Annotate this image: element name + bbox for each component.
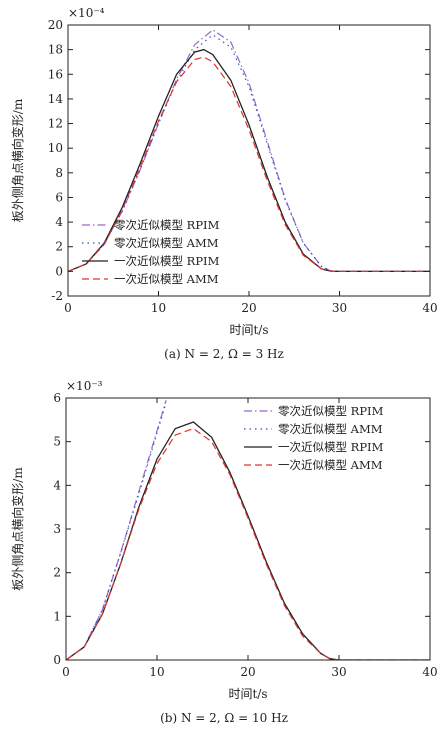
y-tick-label: 0 — [53, 653, 61, 667]
plot-frame — [65, 397, 431, 661]
series-line-4 — [68, 56, 430, 272]
y-tick-label: 0 — [55, 264, 63, 278]
x-tick-label: 10 — [149, 665, 164, 679]
y-tick-label: 16 — [48, 67, 63, 81]
x-tick-label: 20 — [240, 665, 255, 679]
x-tick-label: 0 — [64, 301, 72, 315]
series-line-1 — [66, 400, 167, 660]
panel-caption: (b) N = 2, Ω = 10 Hz — [160, 711, 288, 725]
x-tick-label: 10 — [151, 301, 166, 315]
y-tick-label: -2 — [51, 289, 63, 303]
y-axis-label: 板外侧角点横向变形/m — [10, 98, 25, 222]
y-tick-label: 10 — [48, 141, 63, 155]
y-tick-label: 14 — [48, 92, 64, 106]
legend-label-2: 零次近似模型 AMM — [114, 236, 219, 250]
x-tick-label: 40 — [422, 665, 437, 679]
y-tick-label: 6 — [53, 391, 61, 405]
x-tick-label: 30 — [332, 301, 347, 315]
series-line-3 — [68, 48, 430, 273]
y-tick-label: 6 — [55, 190, 63, 204]
chart-panel-1: 0 10 20 30 40-202468101214161820×10⁻⁴时间t/s板外… — [10, 6, 438, 361]
legend-label-3: 一次近似模型 RPIM — [278, 440, 384, 454]
y-tick-label: 5 — [53, 435, 61, 449]
series-line-2 — [66, 402, 167, 660]
x-axis-label: 时间t/s — [228, 687, 267, 701]
y-tick-label: 4 — [53, 478, 61, 492]
x-tick-label: 0 — [62, 665, 70, 679]
legend-label-1: 零次近似模型 RPIM — [114, 218, 220, 232]
legend-label-4: 一次近似模型 AMM — [114, 272, 219, 286]
y-tick-label: 4 — [55, 215, 63, 229]
legend-label-3: 一次近似模型 RPIM — [114, 254, 220, 268]
legend-label-4: 一次近似模型 AMM — [278, 458, 383, 472]
legend-label-2: 零次近似模型 AMM — [278, 422, 383, 436]
y-scale-label: ×10⁻³ — [66, 379, 103, 393]
y-tick-label: 3 — [53, 522, 61, 536]
y-tick-label: 8 — [55, 166, 63, 180]
y-tick-label: 2 — [55, 240, 63, 254]
y-tick-label: 2 — [53, 566, 61, 580]
chart-panel-2: 0 10 20 30 40 0 1 2 3 4 5 6 ×10⁻³ 时间t/s 板外侧角点横向变形/m 零次近… — [10, 379, 438, 725]
x-tick-label: 40 — [422, 301, 437, 315]
y-axis-label: 板外侧角点横向变形/m — [10, 467, 25, 591]
y-tick-label: 12 — [48, 117, 63, 131]
y-scale-label: ×10⁻⁴ — [68, 6, 105, 20]
y-tick-label: 1 — [53, 609, 61, 623]
x-tick-label: 20 — [241, 301, 256, 315]
x-tick-label: 30 — [331, 665, 346, 679]
series-line-1 — [68, 29, 430, 272]
x-axis-label: 时间t/s — [229, 323, 268, 337]
legend-label-1: 零次近似模型 RPIM — [278, 404, 384, 418]
y-tick-label: 18 — [48, 43, 63, 57]
panel-caption: (a) N = 2, Ω = 3 Hz — [164, 347, 284, 361]
y-tick-label: 20 — [48, 18, 63, 32]
